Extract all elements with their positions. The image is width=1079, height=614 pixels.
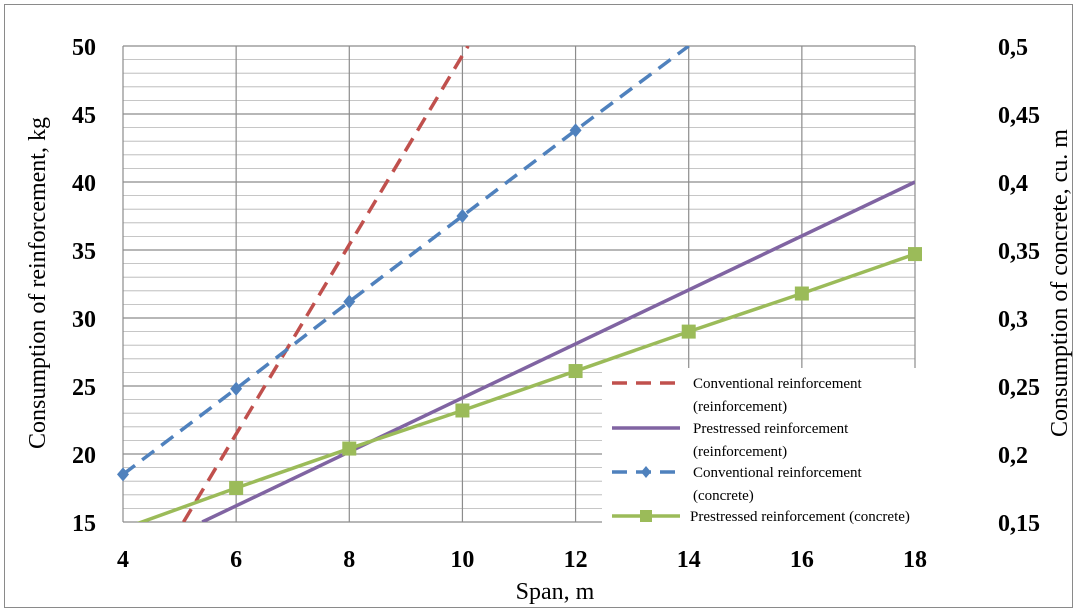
legend-marker — [640, 510, 652, 522]
y-tick-label-right: 0,3 — [998, 307, 1028, 333]
series-line-2 — [201, 180, 915, 522]
tick-labels: 4 6 8 10 12 14 16 18 15 20 25 30 35 40 45 50 0,15 0,2 0,25… — [72, 35, 1040, 573]
y-tick-label-left: 20 — [72, 443, 96, 469]
y-axis-title-left: Consumption of reinforcement, kg — [25, 117, 51, 449]
legend-label: (reinforcement) — [693, 399, 787, 415]
x-tick-label: 8 — [343, 547, 355, 573]
series-layer — [117, 46, 922, 522]
y-tick-label-right: 0,45 — [998, 103, 1040, 129]
x-axis-title: Span, m — [516, 579, 595, 605]
data-point — [681, 324, 696, 339]
data-point — [342, 441, 357, 456]
legend-label: Prestressed reinforcement (concrete) — [690, 509, 910, 525]
y-tick-label-right: 0,35 — [998, 239, 1040, 265]
data-point — [456, 209, 469, 223]
y-tick-label-right: 0,25 — [998, 375, 1040, 401]
series-line-4 — [136, 252, 915, 522]
legend-label: Conventional reinforcement — [693, 376, 863, 392]
data-point — [794, 286, 809, 301]
legend-label: Conventional reinforcement — [693, 465, 863, 481]
y-tick-label-right: 0,5 — [998, 35, 1028, 61]
y-tick-label-left: 15 — [72, 511, 96, 537]
x-tick-label: 4 — [117, 547, 129, 573]
data-point — [117, 467, 129, 482]
legend-label: (concrete) — [693, 488, 754, 504]
y-axis-title-right: Consumption of concrete, cu. m — [1047, 129, 1073, 437]
y-tick-label-right: 0,15 — [998, 511, 1040, 537]
data-point — [569, 123, 582, 138]
data-point — [229, 481, 244, 495]
legend: Conventional reinforcement (reinforcement… — [602, 368, 980, 528]
y-tick-label-left: 40 — [72, 171, 96, 197]
data-point — [230, 381, 243, 396]
y-tick-label-right: 0,2 — [998, 443, 1028, 469]
legend-label: Prestressed reinforcement — [693, 421, 849, 437]
y-tick-label-left: 25 — [72, 375, 96, 401]
x-tick-label: 18 — [903, 547, 927, 573]
legend-marker — [641, 466, 651, 478]
legend-box — [602, 368, 980, 528]
data-point — [455, 403, 470, 418]
x-tick-label: 16 — [790, 547, 814, 573]
legend-label: (reinforcement) — [693, 444, 787, 460]
y-tick-label-left: 30 — [72, 307, 96, 333]
data-point — [343, 294, 356, 309]
y-tick-label-left: 50 — [72, 35, 96, 61]
x-tick-label: 6 — [230, 547, 242, 573]
y-tick-label-left: 45 — [72, 103, 96, 129]
series-line-1 — [182, 46, 470, 522]
data-point — [568, 364, 583, 379]
x-tick-label: 14 — [677, 547, 701, 573]
x-tick-label: 12 — [564, 547, 588, 573]
data-point — [908, 247, 922, 262]
x-tick-label: 10 — [450, 547, 474, 573]
y-tick-label-right: 0,4 — [998, 171, 1028, 197]
y-tick-label-left: 35 — [72, 239, 96, 265]
